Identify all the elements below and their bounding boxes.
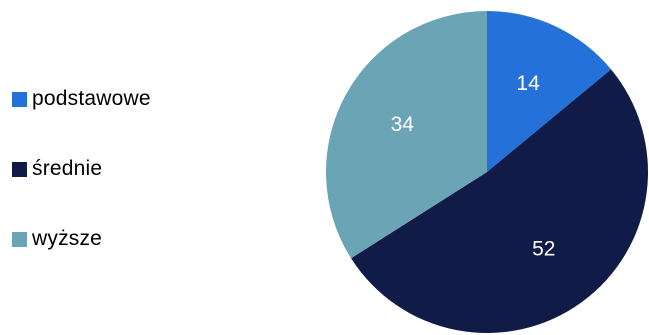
legend-swatch-podstawowe xyxy=(12,91,27,107)
pie-slice-wyzsze xyxy=(325,11,487,259)
legend-label-wyzsze: wyższe xyxy=(32,227,103,250)
legend: podstawowe średnie wyższe xyxy=(12,86,212,296)
data-label-srednie: 52 xyxy=(532,238,555,261)
legend-item-wyzsze: wyższe xyxy=(12,226,212,252)
legend-label-podstawowe: podstawowe xyxy=(32,87,151,110)
pie-slice-podstawowe xyxy=(487,11,612,172)
data-label-podstawowe: 14 xyxy=(516,72,540,95)
legend-label-srednie: średnie xyxy=(32,157,103,180)
legend-item-srednie: średnie xyxy=(12,156,212,182)
legend-item-podstawowe: podstawowe xyxy=(12,86,212,112)
pie-slice-srednie xyxy=(351,69,648,333)
data-label-wyzsze: 34 xyxy=(391,113,415,136)
legend-swatch-srednie xyxy=(12,161,27,177)
legend-swatch-wyzsze xyxy=(12,231,27,247)
